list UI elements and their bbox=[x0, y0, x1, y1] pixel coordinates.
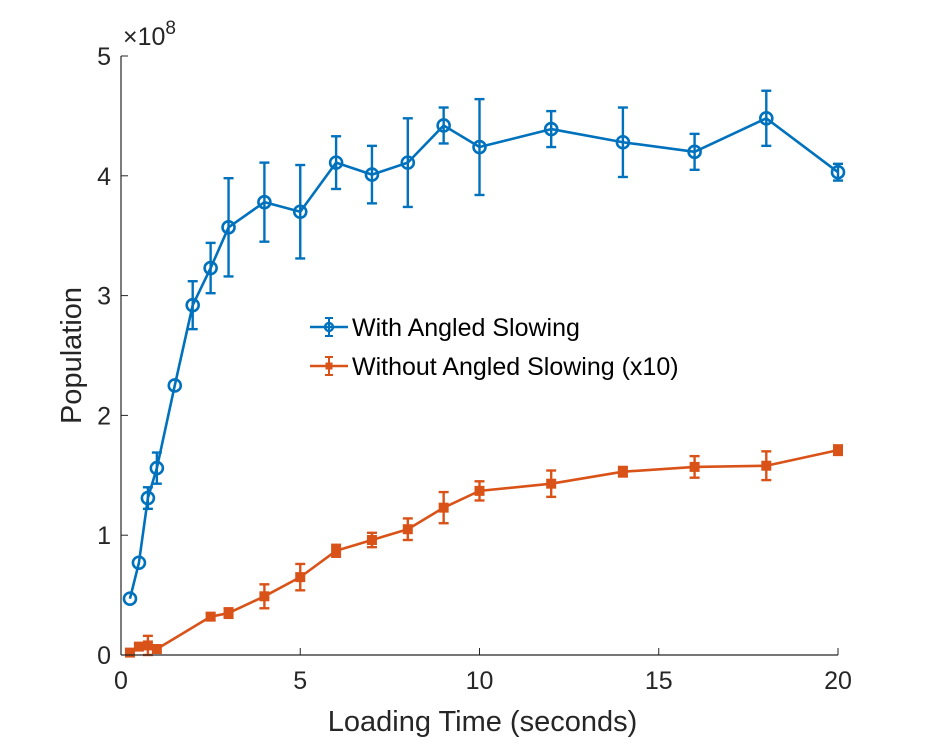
legend-item: Without Angled Slowing (x10) bbox=[310, 353, 679, 381]
data-point bbox=[140, 490, 156, 506]
data-point bbox=[259, 591, 270, 602]
legend: With Angled Slowing Without Angled Slowin… bbox=[310, 314, 679, 381]
legend-item: With Angled Slowing bbox=[310, 314, 580, 342]
x-axis-title: Loading Time (seconds) bbox=[328, 706, 638, 738]
data-point bbox=[689, 461, 700, 472]
y-exponent-label: ×108 bbox=[123, 18, 176, 51]
data-point bbox=[758, 110, 774, 126]
data-point bbox=[436, 118, 451, 133]
series-1 bbox=[122, 89, 846, 606]
data-point bbox=[400, 155, 416, 170]
x-tick-label: 0 bbox=[114, 667, 128, 695]
x-tick-label: 10 bbox=[466, 667, 494, 695]
data-point bbox=[203, 260, 218, 276]
data-point bbox=[124, 647, 135, 658]
data-point bbox=[142, 640, 153, 651]
data-point bbox=[167, 378, 183, 393]
data-point bbox=[133, 641, 144, 652]
data-point bbox=[438, 502, 449, 513]
data-point bbox=[331, 545, 342, 556]
data-point bbox=[328, 155, 344, 170]
series-2 bbox=[124, 444, 843, 658]
y-exponent-power: 8 bbox=[165, 18, 176, 39]
data-point bbox=[295, 572, 306, 583]
data-point bbox=[223, 608, 234, 619]
plot-area bbox=[122, 89, 846, 658]
data-point bbox=[292, 204, 308, 220]
x-tick-label: 5 bbox=[293, 667, 307, 695]
y-exponent-base: ×10 bbox=[123, 23, 165, 51]
data-point bbox=[543, 121, 559, 137]
x-tick-label: 15 bbox=[645, 667, 673, 695]
y-axis-title: Population bbox=[56, 287, 88, 424]
data-point bbox=[830, 164, 846, 180]
data-point bbox=[546, 478, 557, 489]
series-line bbox=[128, 116, 839, 600]
data-point bbox=[687, 144, 702, 160]
y-tick-label: 4 bbox=[97, 163, 111, 191]
data-point bbox=[617, 466, 628, 477]
data-point bbox=[615, 134, 631, 150]
data-point bbox=[366, 534, 377, 545]
y-tick-label: 5 bbox=[97, 43, 111, 71]
data-point bbox=[474, 485, 485, 496]
legend-label: With Angled Slowing bbox=[352, 314, 580, 342]
axes: 0 5 10 15 20 0 1 2 3 4 5 ×108 Loading Time (seconds)… bbox=[56, 18, 852, 738]
data-point bbox=[122, 591, 138, 606]
legend-marker bbox=[323, 321, 335, 333]
data-point bbox=[402, 524, 413, 535]
data-point bbox=[131, 555, 147, 571]
data-point bbox=[472, 139, 487, 155]
x-tick-label: 20 bbox=[824, 667, 852, 695]
data-point bbox=[205, 611, 216, 622]
legend-label: Without Angled Slowing (x10) bbox=[352, 353, 679, 381]
data-point bbox=[364, 167, 380, 182]
y-tick-label: 1 bbox=[97, 522, 111, 550]
data-point bbox=[151, 644, 162, 655]
data-point bbox=[761, 460, 772, 471]
data-point bbox=[257, 194, 272, 210]
y-tick-label: 2 bbox=[97, 402, 111, 430]
data-point bbox=[149, 460, 165, 476]
data-point bbox=[185, 297, 200, 313]
y-tick-label: 3 bbox=[97, 283, 111, 311]
data-point bbox=[221, 220, 236, 235]
legend-marker bbox=[325, 362, 333, 370]
y-tick-label: 0 bbox=[97, 642, 111, 670]
data-point bbox=[833, 445, 843, 456]
